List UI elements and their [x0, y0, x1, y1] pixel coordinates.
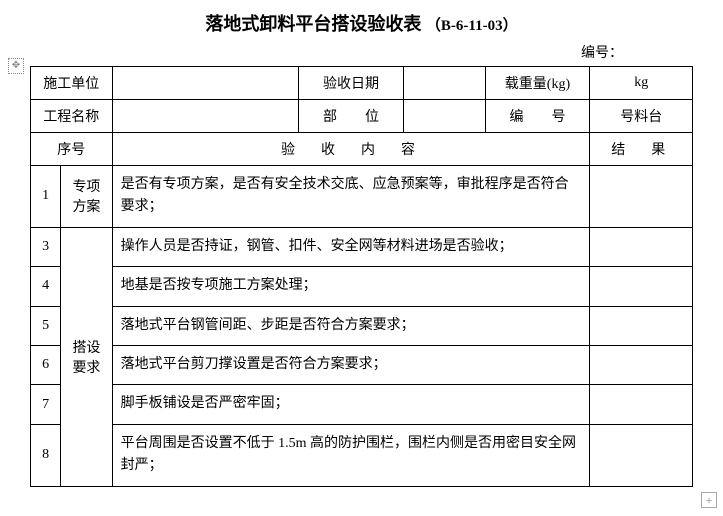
accept-date-label: 验收日期 — [299, 67, 404, 100]
category-cell: 搭设要求 — [61, 227, 112, 486]
content-cell: 脚手板铺设是否严密牢固； — [112, 385, 590, 424]
content-cell: 地基是否按专项施工方案处理； — [112, 267, 590, 306]
result-cell — [590, 424, 693, 486]
number-label: 编 号 — [485, 100, 590, 133]
col-seq: 序号 — [31, 133, 113, 166]
table-row: 4 地基是否按专项施工方案处理； — [31, 267, 693, 306]
table-row: 5 落地式平台钢管间距、步距是否符合方案要求； — [31, 306, 693, 345]
content-cell: 操作人员是否持证，钢管、扣件、安全网等材料进场是否验收； — [112, 227, 590, 266]
col-content: 验 收 内 容 — [112, 133, 590, 166]
content-cell: 落地式平台钢管间距、步距是否符合方案要求； — [112, 306, 590, 345]
number-value: 号料台 — [590, 100, 693, 133]
part-value — [403, 100, 485, 133]
accept-date-value — [403, 67, 485, 100]
seq-cell: 1 — [31, 166, 61, 228]
page-title: 落地式卸料平台搭设验收表 （B-6-11-03） — [30, 10, 693, 36]
load-label: 载重量(kg) — [485, 67, 590, 100]
table-row: 6 落地式平台剪刀撑设置是否符合方案要求； — [31, 345, 693, 384]
seq-cell: 8 — [31, 424, 61, 486]
result-cell — [590, 345, 693, 384]
table-row: 1 专项方案 是否有专项方案，是否有安全技术交底、应急预案等，审批程序是否符合要… — [31, 166, 693, 228]
title-main: 落地式卸料平台搭设验收表 — [205, 14, 421, 34]
title-code: （B-6-11-03） — [426, 18, 518, 34]
seq-cell: 4 — [31, 267, 61, 306]
result-cell — [590, 227, 693, 266]
seq-cell: 3 — [31, 227, 61, 266]
content-cell: 落地式平台剪刀撑设置是否符合方案要求； — [112, 345, 590, 384]
drag-handle-icon: ✥ — [8, 58, 24, 74]
load-value: kg — [590, 67, 693, 100]
acceptance-table: 施工单位 验收日期 载重量(kg) kg 工程名称 部 位 编 号 号料台 序号… — [30, 66, 693, 487]
col-result: 结 果 — [590, 133, 693, 166]
result-cell — [590, 267, 693, 306]
project-name-value — [112, 100, 298, 133]
seq-cell: 6 — [31, 345, 61, 384]
content-cell: 是否有专项方案，是否有安全技术交底、应急预案等，审批程序是否符合要求； — [112, 166, 590, 228]
part-label: 部 位 — [299, 100, 404, 133]
seq-cell: 5 — [31, 306, 61, 345]
content-cell: 平台周围是否设置不低于 1.5m 高的防护围栏，围栏内侧是否用密目安全网封严； — [112, 424, 590, 486]
seq-cell: 7 — [31, 385, 61, 424]
result-cell — [590, 306, 693, 345]
result-cell — [590, 166, 693, 228]
doc-number-label: 编号： — [30, 42, 693, 62]
category-cell: 专项方案 — [61, 166, 112, 228]
table-row: 序号 验 收 内 容 结 果 — [31, 133, 693, 166]
plus-icon: + — [701, 492, 717, 508]
construction-unit-label: 施工单位 — [31, 67, 113, 100]
table-row: 3 搭设要求 操作人员是否持证，钢管、扣件、安全网等材料进场是否验收； — [31, 227, 693, 266]
construction-unit-value — [112, 67, 298, 100]
project-name-label: 工程名称 — [31, 100, 113, 133]
table-row: 工程名称 部 位 编 号 号料台 — [31, 100, 693, 133]
result-cell — [590, 385, 693, 424]
table-row: 施工单位 验收日期 载重量(kg) kg — [31, 67, 693, 100]
table-row: 8 平台周围是否设置不低于 1.5m 高的防护围栏，围栏内侧是否用密目安全网封严… — [31, 424, 693, 486]
table-row: 7 脚手板铺设是否严密牢固； — [31, 385, 693, 424]
